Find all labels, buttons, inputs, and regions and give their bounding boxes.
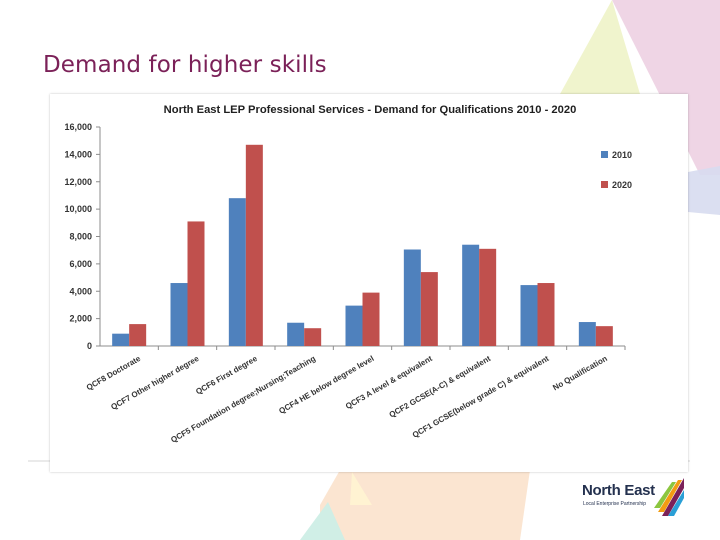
y-tick-label: 16,000 bbox=[64, 122, 92, 132]
x-tick-label: QCF4 HE below degree level bbox=[277, 354, 375, 416]
y-tick-label: 2,000 bbox=[69, 314, 92, 324]
legend-swatch-2020 bbox=[601, 181, 608, 188]
bar-2010 bbox=[112, 334, 129, 346]
chart-bars bbox=[112, 145, 613, 346]
y-tick-label: 8,000 bbox=[69, 232, 92, 242]
logo-name: North East bbox=[582, 482, 655, 499]
y-tick-label: 14,000 bbox=[64, 149, 92, 159]
y-tick-label: 0 bbox=[87, 341, 92, 351]
bar-2010 bbox=[346, 306, 363, 346]
bar-2010 bbox=[462, 245, 479, 346]
y-tick-label: 12,000 bbox=[64, 177, 92, 187]
bar-2010 bbox=[579, 322, 596, 346]
bar-2020 bbox=[129, 324, 146, 346]
legend-swatch-2010 bbox=[601, 151, 608, 158]
slide-title: Demand for higher skills bbox=[43, 52, 327, 78]
bar-2010 bbox=[171, 283, 188, 346]
legend-label-2020: 2020 bbox=[612, 180, 632, 190]
logo-tagline: Local Enterprise Partnership bbox=[583, 501, 646, 507]
north-east-lep-logo: North East Local Enterprise Partnership bbox=[582, 478, 688, 518]
y-tick-label: 6,000 bbox=[69, 259, 92, 269]
bar-2010 bbox=[229, 198, 246, 346]
logo-mark-icon bbox=[654, 478, 684, 516]
bar-2020 bbox=[304, 328, 321, 346]
chart-legend: 2010 2020 bbox=[601, 150, 632, 190]
bar-chart: North East LEP Professional Services - D… bbox=[50, 94, 688, 472]
decor-triangle-lavender bbox=[688, 166, 720, 215]
bar-2010 bbox=[404, 250, 421, 346]
chart-title: North East LEP Professional Services - D… bbox=[164, 104, 577, 116]
y-tick-label: 4,000 bbox=[69, 286, 92, 296]
bar-2020 bbox=[538, 283, 555, 346]
bar-2020 bbox=[421, 272, 438, 346]
bar-2020 bbox=[596, 326, 613, 346]
bar-2020 bbox=[246, 145, 263, 346]
x-tick-label: No Qualification bbox=[551, 354, 609, 393]
x-tick-label: QCF8 Doctorate bbox=[85, 354, 143, 393]
chart-container: North East LEP Professional Services - D… bbox=[50, 94, 688, 472]
bar-2020 bbox=[188, 221, 205, 346]
bar-2020 bbox=[479, 249, 496, 346]
legend-label-2010: 2010 bbox=[612, 150, 632, 160]
bar-2010 bbox=[287, 323, 304, 346]
bar-2010 bbox=[521, 285, 538, 346]
bar-2020 bbox=[363, 293, 380, 346]
y-tick-label: 10,000 bbox=[64, 204, 92, 214]
x-tick-label: QCF2 GCSE(A-C) & equivalent bbox=[388, 354, 493, 420]
